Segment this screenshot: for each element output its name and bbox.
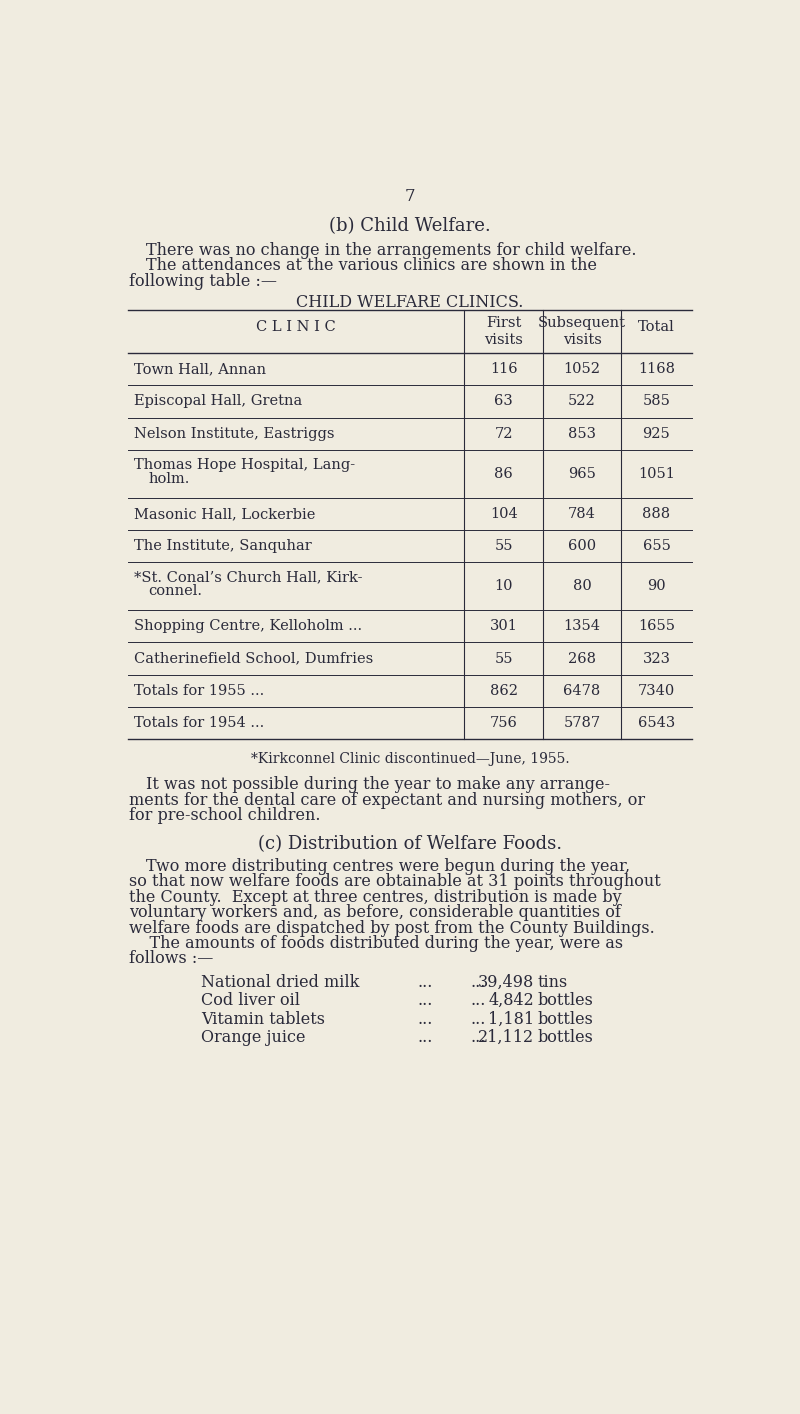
Text: ...: ... [470,974,486,991]
Text: bottles: bottles [538,1011,594,1028]
Text: It was not possible during the year to make any arrange-: It was not possible during the year to m… [146,776,610,793]
Text: Totals for 1954 ...: Totals for 1954 ... [134,717,264,730]
Text: Catherinefield School, Dumfries: Catherinefield School, Dumfries [134,652,374,666]
Text: National dried milk: National dried milk [201,974,359,991]
Text: 1052: 1052 [563,362,601,376]
Text: 268: 268 [568,652,596,666]
Text: tins: tins [538,974,568,991]
Text: The Institute, Sanquhar: The Institute, Sanquhar [134,539,312,553]
Text: 1655: 1655 [638,619,675,633]
Text: (c) Distribution of Welfare Foods.: (c) Distribution of Welfare Foods. [258,834,562,853]
Text: so that now welfare foods are obtainable at 31 points throughout: so that now welfare foods are obtainable… [130,874,662,891]
Text: 301: 301 [490,619,518,633]
Text: 756: 756 [490,717,518,730]
Text: the County.  Except at three centres, distribution is made by: the County. Except at three centres, dis… [130,889,622,906]
Text: (b) Child Welfare.: (b) Child Welfare. [329,218,491,235]
Text: Shopping Centre, Kelloholm ...: Shopping Centre, Kelloholm ... [134,619,362,633]
Text: 585: 585 [642,395,670,409]
Text: 323: 323 [642,652,670,666]
Text: ments for the dental care of expectant and nursing mothers, or: ments for the dental care of expectant a… [130,792,646,809]
Text: 7: 7 [405,188,415,205]
Text: follows :—: follows :— [130,950,214,967]
Text: 55: 55 [494,539,513,553]
Text: 1168: 1168 [638,362,675,376]
Text: Two more distributing centres were begun during the year,: Two more distributing centres were begun… [146,858,630,875]
Text: First
visits: First visits [484,315,523,348]
Text: 6478: 6478 [563,684,601,699]
Text: There was no change in the arrangements for child welfare.: There was no change in the arrangements … [146,242,637,259]
Text: 784: 784 [568,506,596,520]
Text: for pre-school children.: for pre-school children. [130,807,321,824]
Text: The attendances at the various clinics are shown in the: The attendances at the various clinics a… [146,257,598,274]
Text: Orange juice: Orange juice [201,1029,306,1046]
Text: *St. Conal’s Church Hall, Kirk-: *St. Conal’s Church Hall, Kirk- [134,570,362,584]
Text: Nelson Institute, Eastriggs: Nelson Institute, Eastriggs [134,427,334,441]
Text: 5787: 5787 [563,717,601,730]
Text: following table :—: following table :— [130,273,278,290]
Text: bottles: bottles [538,1029,594,1046]
Text: 90: 90 [647,580,666,594]
Text: bottles: bottles [538,993,594,1010]
Text: connel.: connel. [148,584,202,598]
Text: 1,181: 1,181 [488,1011,534,1028]
Text: The amounts of foods distributed during the year, were as: The amounts of foods distributed during … [130,935,623,952]
Text: 655: 655 [642,539,670,553]
Text: holm.: holm. [148,471,190,485]
Text: 600: 600 [568,539,596,553]
Text: ...: ... [470,1029,486,1046]
Text: 80: 80 [573,580,591,594]
Text: Thomas Hope Hospital, Lang-: Thomas Hope Hospital, Lang- [134,458,355,472]
Text: 925: 925 [642,427,670,441]
Text: 7340: 7340 [638,684,675,699]
Text: 4,842: 4,842 [488,993,534,1010]
Text: C L I N I C: C L I N I C [256,320,336,334]
Text: 72: 72 [494,427,513,441]
Text: 10: 10 [494,580,513,594]
Text: voluntary workers and, as before, considerable quantities of: voluntary workers and, as before, consid… [130,905,622,922]
Text: 104: 104 [490,506,518,520]
Text: ...: ... [470,993,486,1010]
Text: 888: 888 [642,506,670,520]
Text: ...: ... [418,993,433,1010]
Text: 965: 965 [568,467,596,481]
Text: 522: 522 [568,395,596,409]
Text: 86: 86 [494,467,513,481]
Text: 862: 862 [490,684,518,699]
Text: Episcopal Hall, Gretna: Episcopal Hall, Gretna [134,395,302,409]
Text: 63: 63 [494,395,513,409]
Text: welfare foods are dispatched by post from the County Buildings.: welfare foods are dispatched by post fro… [130,919,655,936]
Text: 1354: 1354 [563,619,601,633]
Text: 1051: 1051 [638,467,675,481]
Text: Total: Total [638,320,675,334]
Text: Masonic Hall, Lockerbie: Masonic Hall, Lockerbie [134,506,315,520]
Text: ...: ... [470,1011,486,1028]
Text: Subsequent
visits: Subsequent visits [538,315,626,348]
Text: 21,112: 21,112 [478,1029,534,1046]
Text: ...: ... [418,974,433,991]
Text: Vitamin tablets: Vitamin tablets [201,1011,325,1028]
Text: 116: 116 [490,362,518,376]
Text: ...: ... [418,1029,433,1046]
Text: 39,498: 39,498 [478,974,534,991]
Text: Town Hall, Annan: Town Hall, Annan [134,362,266,376]
Text: 6543: 6543 [638,717,675,730]
Text: Cod liver oil: Cod liver oil [201,993,300,1010]
Text: CHILD WELFARE CLINICS.: CHILD WELFARE CLINICS. [296,294,524,311]
Text: Totals for 1955 ...: Totals for 1955 ... [134,684,264,699]
Text: ...: ... [418,1011,433,1028]
Text: *Kirkconnel Clinic discontinued—June, 1955.: *Kirkconnel Clinic discontinued—June, 19… [250,752,570,766]
Text: 55: 55 [494,652,513,666]
Text: 853: 853 [568,427,596,441]
